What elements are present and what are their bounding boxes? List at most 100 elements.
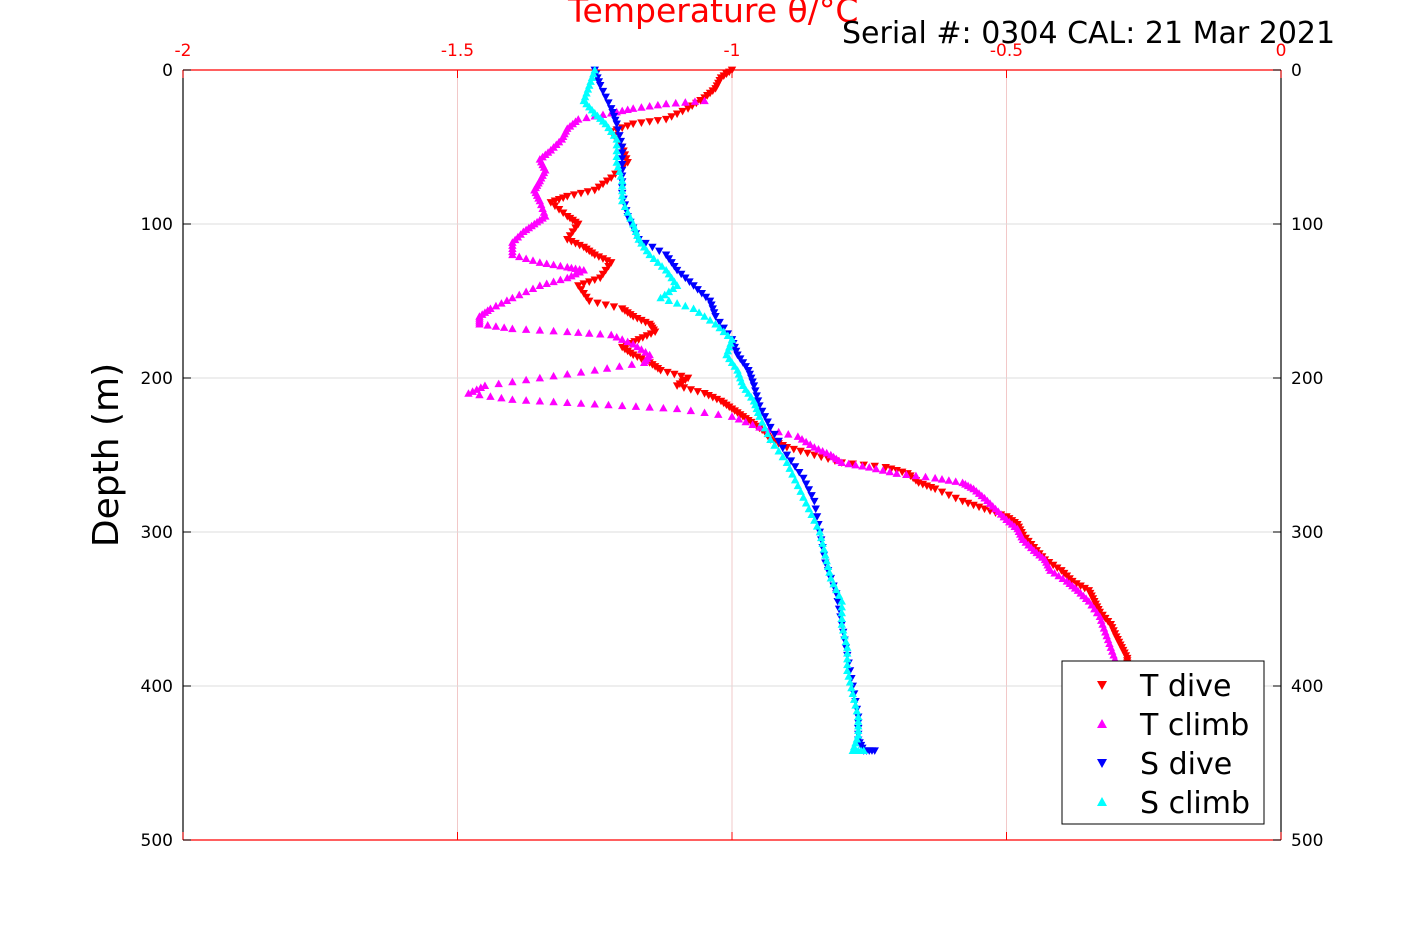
data-point [549,397,558,406]
data-point [664,287,674,296]
data-point [615,362,624,370]
data-point [633,353,642,362]
data-point [598,87,608,96]
data-point [567,237,576,246]
data-point [804,486,814,494]
data-point [937,488,947,497]
data-point [602,257,612,265]
data-point [542,259,551,268]
y-tick-label-left: 0 [162,61,173,81]
data-point [793,481,803,490]
data-point [618,401,627,410]
data-point [980,505,989,514]
data-point [594,183,604,192]
data-point [871,464,881,473]
data-point [1080,584,1089,593]
data-point [535,326,545,334]
data-point [542,279,551,288]
data-point [633,342,642,351]
data-point [799,493,808,501]
data-point [574,328,583,336]
data-point [521,396,531,404]
data-point [852,706,862,715]
data-point [645,250,654,259]
data-point [843,643,852,651]
data-point [618,106,627,115]
data-point [854,721,863,730]
data-point [637,345,646,353]
data-point [1068,577,1077,586]
data-point [849,695,859,703]
data-point [575,241,584,250]
legend-label: S dive [1140,747,1232,782]
data-point [806,440,815,448]
data-point [1072,580,1081,588]
data-point [738,359,748,367]
data-point [930,485,940,494]
data-point [590,251,599,259]
data-point [582,113,591,122]
data-point [550,202,560,211]
data-point [535,373,545,382]
data-point [782,451,792,460]
y-tick-label-left: 500 [141,831,173,851]
x-tick-label: -1.5 [441,41,474,61]
data-point [707,301,716,310]
data-point [576,368,586,376]
data-point [837,620,846,628]
x-tick-label: -1 [724,41,741,61]
data-point [677,372,686,381]
data-point [612,332,621,341]
data-point [774,446,783,455]
data-point [711,313,720,321]
data-point [491,301,501,310]
data-point [667,113,676,121]
data-point [521,287,531,296]
data-point [801,480,811,489]
data-point [528,284,538,293]
data-point [604,99,613,107]
data-point [834,591,844,599]
data-point [661,99,671,108]
data-point [845,677,855,686]
data-point [576,189,586,198]
data-point [685,278,694,286]
data-point [810,497,819,506]
data-point [848,689,857,698]
data-point [672,266,682,275]
data-point [701,293,711,302]
data-point [558,209,568,218]
data-point [646,330,656,338]
x-tick-label: -0.5 [990,41,1023,61]
data-point [571,224,580,233]
data-point [628,339,638,348]
data-point [607,105,616,113]
data-point [656,293,665,302]
data-point [693,286,702,294]
data-point [612,135,621,143]
data-point [677,270,686,279]
data-point [1050,568,1059,577]
data-point [748,420,757,428]
legend-label: T climb [1139,708,1249,743]
data-point [672,404,682,413]
x-tick-label: -2 [175,41,192,61]
data-point [786,457,796,465]
data-point [723,331,733,340]
data-point [715,318,724,327]
data-point [535,396,545,405]
data-point [598,270,608,279]
y-tick-label-left: 300 [141,523,173,543]
data-point [601,301,610,310]
data-point [678,107,687,116]
data-point [892,469,901,477]
data-point [590,276,599,285]
data-point [655,247,664,256]
data-point [579,280,588,288]
data-point [590,186,599,195]
data-point [613,126,623,134]
data-point [616,172,626,180]
legend-label: S climb [1140,786,1250,821]
data-point [569,191,579,199]
